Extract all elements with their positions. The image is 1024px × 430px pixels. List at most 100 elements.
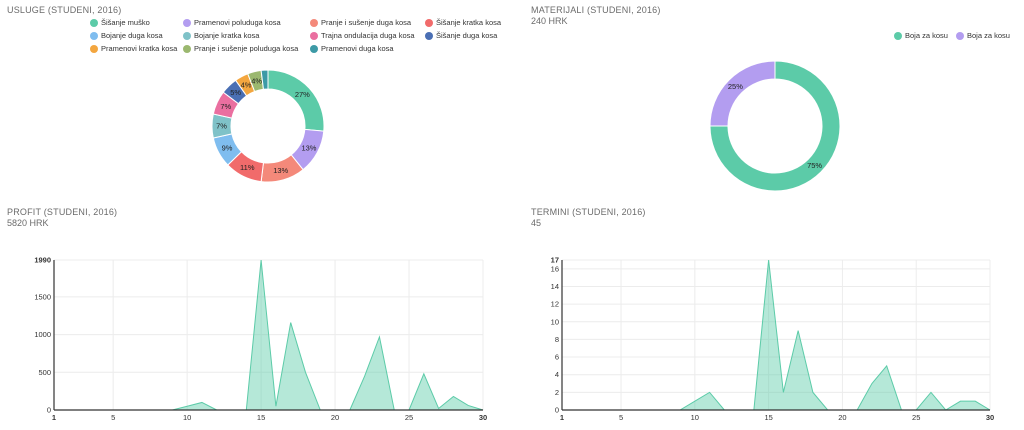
usluge-title: USLUGE (STUDENI, 2016) xyxy=(7,5,122,15)
legend-swatch xyxy=(183,44,191,53)
termini-point-17[interactable] xyxy=(797,329,799,331)
legend-label: Šišanje duga kosa xyxy=(436,31,498,40)
termini-point-10[interactable] xyxy=(694,400,696,402)
termini-point-22[interactable] xyxy=(871,382,873,384)
termini-title: TERMINI (STUDENI, 2016) xyxy=(531,207,646,217)
termini-ytick-label: 4 xyxy=(555,370,559,379)
termini-point-15[interactable] xyxy=(767,259,769,261)
legend-label: Šišanje muško xyxy=(101,18,150,27)
profit-xtick-label: 1 xyxy=(52,413,56,422)
materijali-donut-chart: 75% 25% xyxy=(709,60,841,192)
materijali-slice-label-0: 75% xyxy=(807,161,822,170)
usluge-legend-item-pramenovi-poluduga-kosa-1[interactable]: Pramenovi poluduga kosa xyxy=(183,18,281,27)
usluge-legend-item-pranje-i-susenje-poluduga-kosa-9[interactable]: Pranje i sušenje poluduga kosa xyxy=(183,44,298,53)
legend-swatch xyxy=(310,31,318,40)
usluge-legend-item-pramenovi-kratka-kosa-8[interactable]: Pramenovi kratka kosa xyxy=(90,44,177,53)
legend-label: Pranje i sušenje poluduga kosa xyxy=(194,44,299,53)
legend-swatch xyxy=(183,18,191,27)
usluge-legend-item-sisanje-duga-kosa-7[interactable]: Šišanje duga kosa xyxy=(425,31,497,40)
termini-ytick-label: 16 xyxy=(551,264,559,273)
termini-xtick-label: 1 xyxy=(560,413,564,422)
termini-point-18[interactable] xyxy=(812,391,814,393)
profit-xtick-label: 10 xyxy=(183,413,191,422)
profit-ytick-label: 0 xyxy=(47,406,51,415)
profit-xtick-label: 15 xyxy=(257,413,265,422)
legend-swatch xyxy=(90,18,98,27)
termini-xtick-label: 15 xyxy=(764,413,772,422)
usluge-slice-label-8: 4% xyxy=(241,81,252,90)
termini-total: 45 xyxy=(531,218,542,228)
profit-xtick-label: 20 xyxy=(331,413,339,422)
termini-point-28[interactable] xyxy=(959,400,961,402)
materijali-title: MATERIJALI (STUDENI, 2016) xyxy=(531,5,661,15)
profit-ytick-label: 1000 xyxy=(34,330,51,339)
termini-ytick-label: 17 xyxy=(551,256,559,265)
materijali-slice-boja-za-kosu-0[interactable] xyxy=(709,60,841,192)
termini-ytick-label: 14 xyxy=(551,282,559,291)
usluge-legend-item-bojanje-duga-kosa-4[interactable]: Bojanje duga kosa xyxy=(90,31,163,40)
profit-title: PROFIT (STUDENI, 2016) xyxy=(7,207,118,217)
usluge-slice-label-2: 13% xyxy=(273,166,288,175)
usluge-legend-item-sisanje-musko-0[interactable]: Šišanje muško xyxy=(90,18,150,27)
usluge-slice-label-3: 11% xyxy=(240,163,255,172)
usluge-donut-chart: 27%13%13%11%9%7%7%5%4% 4% xyxy=(211,69,325,183)
usluge-legend-item-sisanje-kratka-kosa-3[interactable]: Šišanje kratka kosa xyxy=(425,18,501,27)
usluge-legend-item-bojanje-kratka-kosa-5[interactable]: Bojanje kratka kosa xyxy=(183,31,259,40)
usluge-legend-item-pramenovi-duga-kosa-10[interactable]: Pramenovi duga kosa xyxy=(310,44,394,53)
materijali-slice-label-1: 25% xyxy=(728,82,743,91)
termini-xtick-label: 5 xyxy=(619,413,623,422)
usluge-slice-pramenovi-duga-kosa-10[interactable] xyxy=(260,69,269,90)
profit-xtick-label: 5 xyxy=(111,413,115,422)
legend-label: Bojanje duga kosa xyxy=(101,31,163,40)
termini-xtick-label: 10 xyxy=(691,413,699,422)
termini-point-29[interactable] xyxy=(974,400,976,402)
termini-area-fill xyxy=(562,260,990,410)
legend-swatch xyxy=(425,31,433,40)
legend-label: Pramenovi poluduga kosa xyxy=(194,18,281,27)
usluge-slice-label-0: 27% xyxy=(295,90,310,99)
termini-xtick-label: 30 xyxy=(986,413,994,422)
legend-swatch xyxy=(90,31,98,40)
materijali-slice-boja-za-kosu-1[interactable] xyxy=(709,60,776,127)
usluge-legend-item-pranje-i-susenje-duga-kosa-2[interactable]: Pranje i sušenje duga kosa xyxy=(310,18,411,27)
legend-swatch xyxy=(310,44,318,53)
profit-ytick-label: 1990 xyxy=(34,256,51,265)
usluge-slice-label-5: 7% xyxy=(216,122,227,131)
usluge-slice-label-1: 13% xyxy=(301,143,316,152)
legend-label: Pramenovi kratka kosa xyxy=(101,44,178,53)
legend-swatch xyxy=(894,31,902,40)
termini-point-23[interactable] xyxy=(885,365,887,367)
legend-swatch xyxy=(425,18,433,27)
legend-label: Boja za kosu xyxy=(905,31,948,40)
legend-label: Boja za kosu xyxy=(967,31,1010,40)
usluge-slice-label-7: 5% xyxy=(230,88,241,97)
profit-total: 5820 HRK xyxy=(7,218,49,228)
termini-ytick-label: 12 xyxy=(551,300,559,309)
legend-label: Pranje i sušenje duga kosa xyxy=(321,18,412,27)
usluge-slice-label-9: 4% xyxy=(251,76,262,85)
termini-ytick-label: 0 xyxy=(555,406,559,415)
profit-xtick-label: 30 xyxy=(479,413,487,422)
termini-ytick-label: 10 xyxy=(551,317,559,326)
profit-ytick-label: 1500 xyxy=(34,292,51,301)
termini-point-11[interactable] xyxy=(708,391,710,393)
materijali-legend-item-boja-za-kosu-1[interactable]: Boja za kosu xyxy=(956,31,1010,40)
termini-ytick-label: 6 xyxy=(555,353,559,362)
termini-ytick-label: 8 xyxy=(555,335,559,344)
termini-xtick-label: 25 xyxy=(912,413,920,422)
usluge-legend-item-trajna-ondulacija-duga-kosa-6[interactable]: Trajna ondulacija duga kosa xyxy=(310,31,415,40)
termini-point-26[interactable] xyxy=(930,391,932,393)
legend-label: Pramenovi duga kosa xyxy=(321,44,394,53)
legend-swatch xyxy=(310,18,318,27)
termini-point-16[interactable] xyxy=(782,391,784,393)
materijali-total: 240 HRK xyxy=(531,16,568,26)
legend-label: Trajna ondulacija duga kosa xyxy=(321,31,415,40)
termini-xtick-label: 20 xyxy=(838,413,846,422)
legend-swatch xyxy=(956,31,964,40)
materijali-legend-item-boja-za-kosu-0[interactable]: Boja za kosu xyxy=(894,31,948,40)
legend-label: Bojanje kratka kosa xyxy=(194,31,260,40)
usluge-slice-label-6: 7% xyxy=(220,102,231,111)
legend-label: Šišanje kratka kosa xyxy=(436,18,502,27)
